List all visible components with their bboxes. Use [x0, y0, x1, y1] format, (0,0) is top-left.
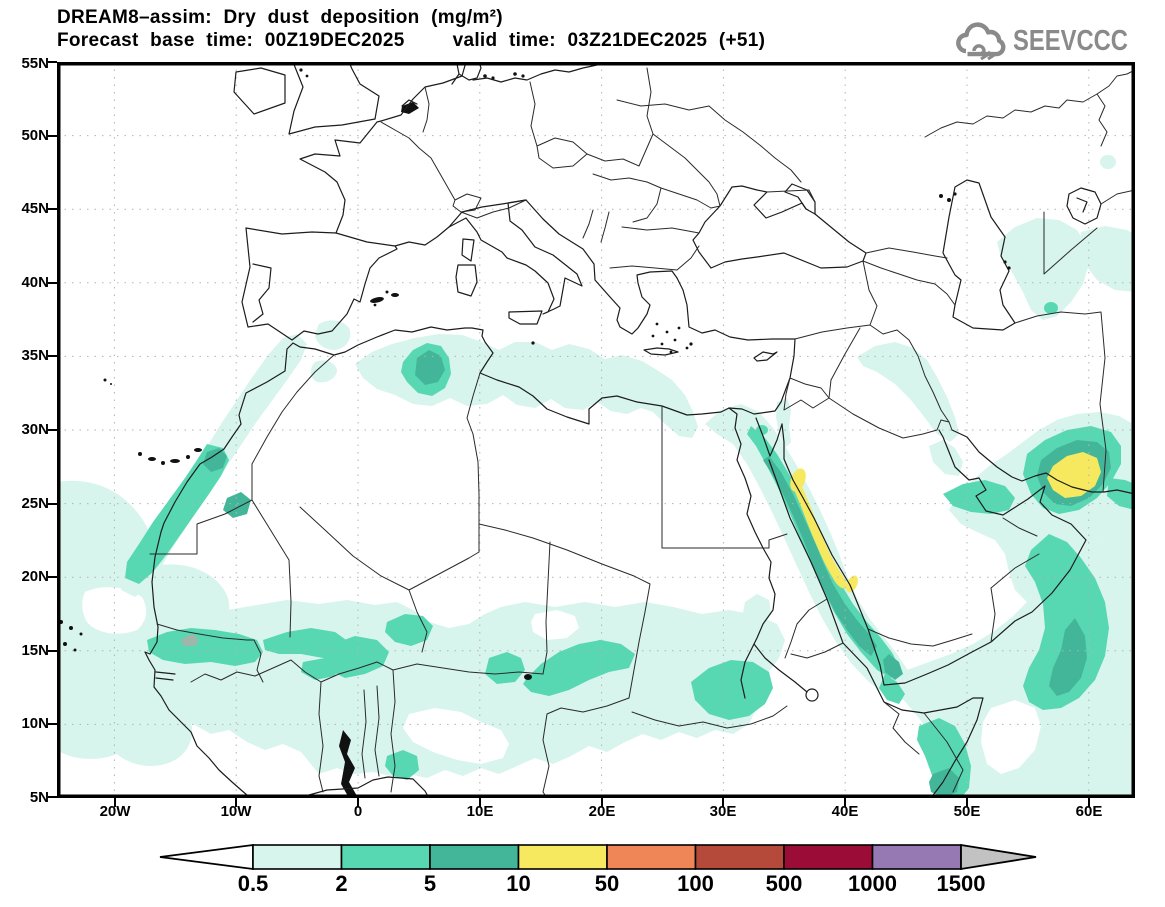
lat-label-25n: 25N [21, 494, 49, 512]
swatch-0.5-2 [252, 844, 343, 870]
swatch-100-500 [694, 844, 785, 870]
lat-label-30n: 30N [21, 421, 49, 438]
scale-label-1000: 1000 [848, 871, 897, 896]
scale-label-500: 500 [765, 871, 803, 896]
lat-label-35n: 35N [21, 347, 49, 365]
lat-label-45n: 45N [21, 200, 49, 218]
swatch-10-50 [517, 844, 608, 870]
swatch-500-1000 [783, 844, 874, 870]
country-borders [149, 67, 1135, 798]
lakes-and-islets [59, 68, 1011, 798]
lon-label-40e: 40E [831, 803, 859, 820]
logo-text: SEEVCCC [1012, 24, 1128, 57]
scale-label-10: 10 [506, 871, 531, 896]
swatch-2-5 [340, 844, 431, 870]
swatch-1000-1500 [871, 844, 962, 870]
lon-label-30e: 30E [709, 803, 737, 820]
lat-label-40n: 40N [21, 273, 49, 291]
lat-label-10n: 10N [21, 715, 49, 733]
scale-label-50: 50 [594, 871, 620, 896]
lat-label-20n: 20N [21, 568, 49, 586]
lon-label-10e: 10E [466, 803, 494, 820]
scale-label-2: 2 [335, 871, 348, 896]
coastlines [144, 62, 1135, 798]
overflow-arrow [960, 843, 1037, 871]
lon-label-0: 0 [353, 803, 363, 820]
forecast-base-time: Forecast base time: 00Z19DEC2025 [57, 30, 405, 51]
valid-time: valid time: 03Z21DEC2025 (+51) [452, 30, 766, 51]
map-frame [57, 62, 1135, 798]
swatch-50-100 [606, 844, 697, 870]
color-scale: 0.5 2 5 10 50 100 500 1000 1500 [150, 842, 1045, 904]
scale-label-100: 100 [677, 871, 714, 896]
lon-label-60e: 60E [1075, 803, 1103, 820]
forecast-map [57, 62, 1135, 798]
lat-label-15n: 15N [21, 641, 49, 659]
map-canvas [57, 62, 1135, 798]
seevccc-logo: SEEVCCC [953, 22, 1153, 60]
forecast-times: Forecast base time: 00Z19DEC2025 valid ti… [57, 30, 765, 52]
color-scale-bar [159, 843, 1037, 871]
page-title: DREAM8–assim: Dry dust deposition (mg/m²… [57, 7, 503, 28]
cloud-icon [955, 22, 1006, 60]
scale-label-5: 5 [423, 871, 437, 896]
lon-label-20w: 20W [99, 803, 131, 820]
lon-label-20e: 20E [588, 803, 616, 820]
lat-label-50n: 50N [21, 126, 49, 144]
scale-label-1500: 1500 [936, 871, 986, 896]
swatch-5-10 [429, 844, 520, 870]
lon-label-10w: 10W [220, 803, 252, 820]
lat-label-55n: 55N [21, 55, 49, 72]
dust-patch-senegal [181, 634, 199, 646]
scale-label-0.5: 0.5 [237, 871, 269, 896]
lon-label-50e: 50E [953, 803, 981, 820]
lat-label-5n: 5N [29, 789, 49, 806]
underflow-arrow [159, 843, 254, 871]
